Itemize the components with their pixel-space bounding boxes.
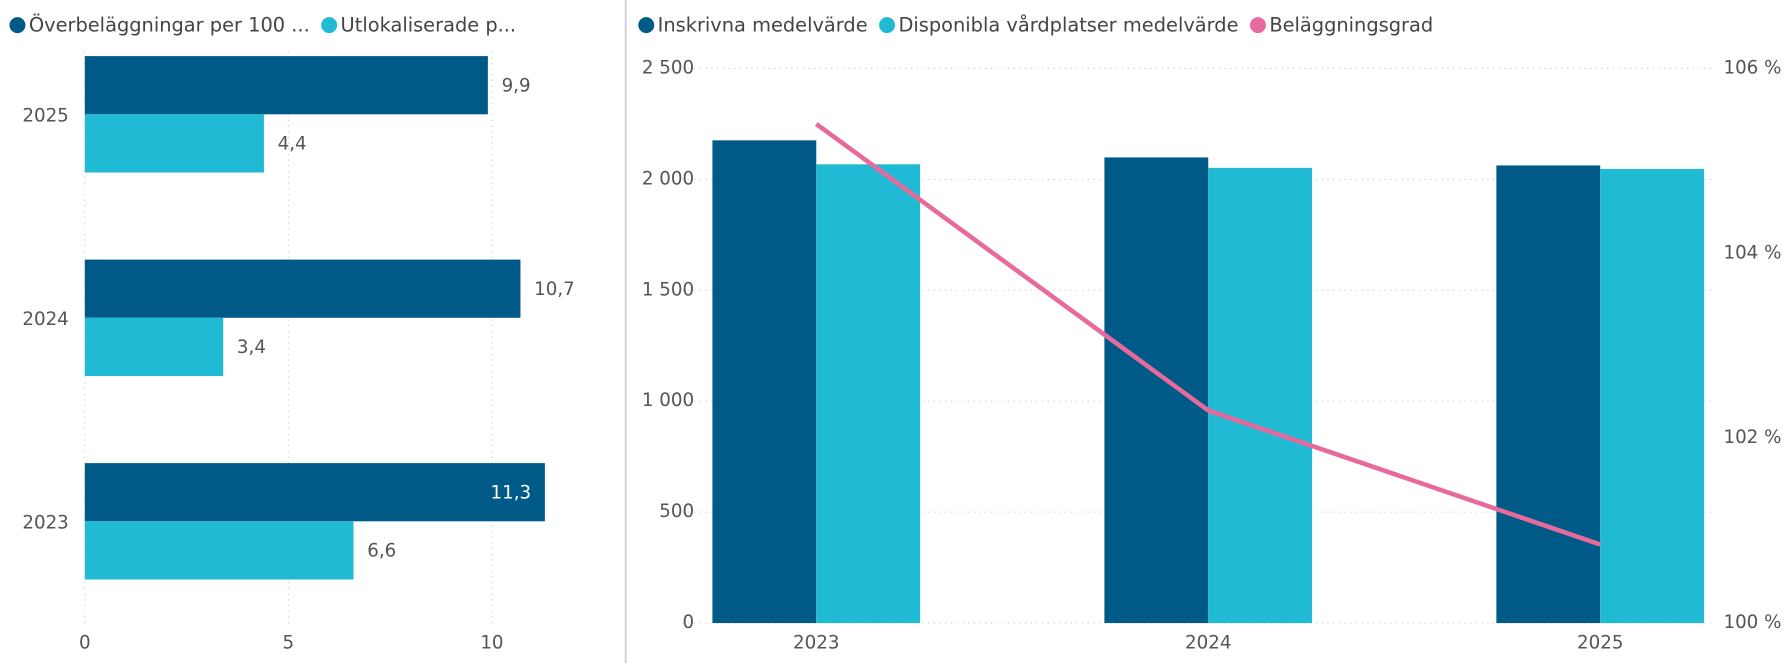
data-label: 9,9 [502,75,531,96]
legend-dot [638,17,655,34]
y-tick-label: 0 [683,612,695,633]
legend-label: Utlokaliserade p... [341,14,517,37]
data-label: 11,3 [491,482,532,503]
y-tick-label: 1 500 [642,279,694,300]
y-tick-label: 1 000 [642,390,694,411]
bar [1104,157,1209,624]
x-tick-label: 2024 [1185,633,1231,654]
legend-dot [879,17,896,34]
y-tick-label: 2024 [22,309,68,330]
legend-dot [321,17,338,34]
data-label: 3,4 [237,337,266,358]
y2-tick-label: 104 % [1723,242,1781,263]
legend-label: Disponibla vårdplatser medelvärde [898,14,1238,37]
legend-label: Beläggningsgrad [1269,14,1433,37]
x-tick-label: 2023 [793,633,839,654]
y-tick-label: 2 000 [642,168,694,189]
legend-label: Inskrivna medelvärde [658,14,868,37]
bar [84,463,545,522]
bar [712,140,817,624]
bar [1496,165,1601,624]
x-tick-label: 2025 [1577,633,1623,654]
y2-tick-label: 100 % [1723,612,1781,633]
y-tick-label: 500 [659,501,694,522]
bar [1600,168,1705,624]
y-tick-label: 2 500 [642,57,694,78]
legend-dot [9,17,26,34]
data-label: 6,6 [367,541,396,562]
x-tick-label: 0 [79,633,91,654]
bar [816,164,921,624]
y2-tick-label: 106 % [1723,57,1781,78]
bar [84,56,488,115]
bar [84,114,264,173]
y2-tick-label: 102 % [1723,427,1781,448]
legend-dot [1249,17,1266,34]
bar [84,259,521,318]
line [814,122,1601,547]
bar [84,521,354,580]
y-tick-label: 2023 [22,513,68,534]
data-label: 10,7 [534,279,575,300]
data-label: 4,4 [278,134,307,155]
bar [1208,167,1313,624]
bar [84,317,224,377]
x-tick-label: 5 [283,633,295,654]
legend-label: Överbeläggningar per 100 ... [29,14,310,37]
x-tick-label: 10 [480,633,503,654]
y-tick-label: 2025 [22,106,68,127]
